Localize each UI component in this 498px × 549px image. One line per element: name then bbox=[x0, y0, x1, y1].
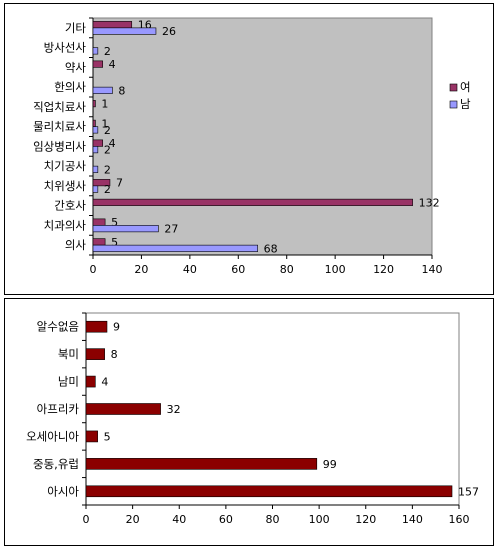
data-label: 2 bbox=[104, 45, 111, 58]
bar bbox=[85, 348, 105, 360]
category-label: 치기공사 bbox=[44, 159, 87, 173]
category-label: 임상병리사 bbox=[33, 139, 86, 153]
category-label: 물리치료사 bbox=[33, 120, 86, 134]
legend-label: 여 bbox=[460, 80, 471, 94]
x-tick-label: 60 bbox=[219, 513, 233, 526]
plot-area bbox=[92, 17, 433, 256]
bar bbox=[85, 430, 98, 443]
x-tick-label: 100 bbox=[309, 513, 330, 526]
data-label: 5 bbox=[111, 216, 118, 229]
bar bbox=[92, 100, 96, 108]
x-tick-label: 60 bbox=[231, 263, 245, 276]
bar bbox=[92, 225, 159, 233]
data-label: 99 bbox=[323, 458, 337, 471]
bar bbox=[92, 198, 413, 206]
data-label: 2 bbox=[104, 163, 111, 176]
bar bbox=[92, 185, 99, 193]
category-label: 아프리카 bbox=[37, 402, 80, 416]
bar bbox=[92, 139, 103, 147]
bar bbox=[92, 238, 106, 246]
bar bbox=[92, 126, 99, 134]
bar-chart-professions: 0 20 40 60 80 100 120 140 기타방사선사약사한의사직업치료사물리치료사임… bbox=[33, 17, 471, 276]
bar bbox=[85, 485, 453, 498]
x-tick-label: 0 bbox=[83, 513, 90, 526]
data-label: 8 bbox=[111, 348, 118, 361]
x-tick-label: 140 bbox=[402, 513, 423, 526]
legend-swatch bbox=[449, 100, 458, 109]
bar bbox=[85, 403, 161, 415]
legend-label: 남 bbox=[460, 97, 471, 111]
data-label: 68 bbox=[264, 242, 278, 255]
category-label: 방사선사 bbox=[44, 41, 87, 55]
bar bbox=[92, 86, 113, 94]
category-label: 직업치료사 bbox=[33, 100, 86, 114]
category-label: 알수없음 bbox=[37, 320, 79, 334]
bar bbox=[92, 119, 96, 127]
x-tick-label: 0 bbox=[90, 263, 97, 276]
data-label: 5 bbox=[111, 236, 118, 249]
data-label: 32 bbox=[167, 403, 181, 416]
category-label: 남미 bbox=[58, 375, 79, 389]
bar bbox=[92, 218, 106, 226]
data-label: 1 bbox=[101, 98, 108, 111]
data-label: 132 bbox=[419, 196, 440, 209]
category-label: 북미 bbox=[58, 347, 79, 361]
category-label: 아시아 bbox=[47, 484, 79, 498]
x-tick-label: 100 bbox=[325, 263, 346, 276]
category-label: 오세아니아 bbox=[26, 429, 79, 443]
data-label: 2 bbox=[104, 124, 111, 137]
x-tick-label: 160 bbox=[449, 513, 470, 526]
bar bbox=[92, 21, 133, 29]
data-label: 2 bbox=[104, 144, 111, 157]
category-label: 기타 bbox=[65, 21, 87, 35]
data-label: 4 bbox=[109, 58, 116, 71]
data-label: 4 bbox=[101, 376, 108, 389]
category-label: 중동,유럽 bbox=[33, 457, 79, 471]
data-label: 8 bbox=[118, 84, 125, 97]
x-tick-label: 40 bbox=[172, 513, 186, 526]
data-label: 26 bbox=[162, 25, 176, 38]
bar bbox=[85, 320, 108, 333]
bar bbox=[92, 60, 103, 68]
data-label: 27 bbox=[164, 223, 178, 236]
bar-chart-regions: 0 20 40 60 80 100 120 140 160 알수없음북미남미아프리카오세아니아중동… bbox=[26, 312, 479, 526]
x-tick-label: 80 bbox=[280, 263, 294, 276]
x-tick-label: 140 bbox=[422, 263, 443, 276]
data-label: 1 bbox=[101, 117, 108, 130]
data-label: 7 bbox=[116, 177, 123, 190]
category-label: 치위생사 bbox=[44, 179, 87, 193]
category-label: 간호사 bbox=[54, 199, 86, 213]
x-tick-label: 80 bbox=[266, 513, 280, 526]
bar bbox=[92, 27, 157, 35]
x-tick-label: 40 bbox=[183, 263, 197, 276]
data-label: 157 bbox=[458, 485, 479, 498]
legend-swatch bbox=[449, 83, 458, 92]
bar bbox=[92, 47, 99, 55]
category-label: 한의사 bbox=[54, 80, 86, 94]
category-label: 약사 bbox=[65, 60, 87, 74]
x-tick-label: 20 bbox=[134, 263, 148, 276]
category-label: 치과의사 bbox=[44, 218, 87, 232]
bar bbox=[85, 375, 96, 388]
bar bbox=[92, 179, 111, 187]
bar bbox=[92, 165, 99, 173]
bar bbox=[92, 146, 99, 154]
bar bbox=[85, 458, 318, 470]
x-tick-label: 20 bbox=[126, 513, 140, 526]
data-label: 2 bbox=[104, 183, 111, 196]
data-label: 4 bbox=[109, 137, 116, 150]
data-label: 5 bbox=[104, 430, 111, 443]
category-label: 의사 bbox=[65, 238, 87, 252]
data-label: 9 bbox=[113, 321, 120, 334]
x-tick-label: 120 bbox=[355, 513, 376, 526]
bar bbox=[92, 244, 258, 252]
x-tick-label: 120 bbox=[373, 263, 394, 276]
